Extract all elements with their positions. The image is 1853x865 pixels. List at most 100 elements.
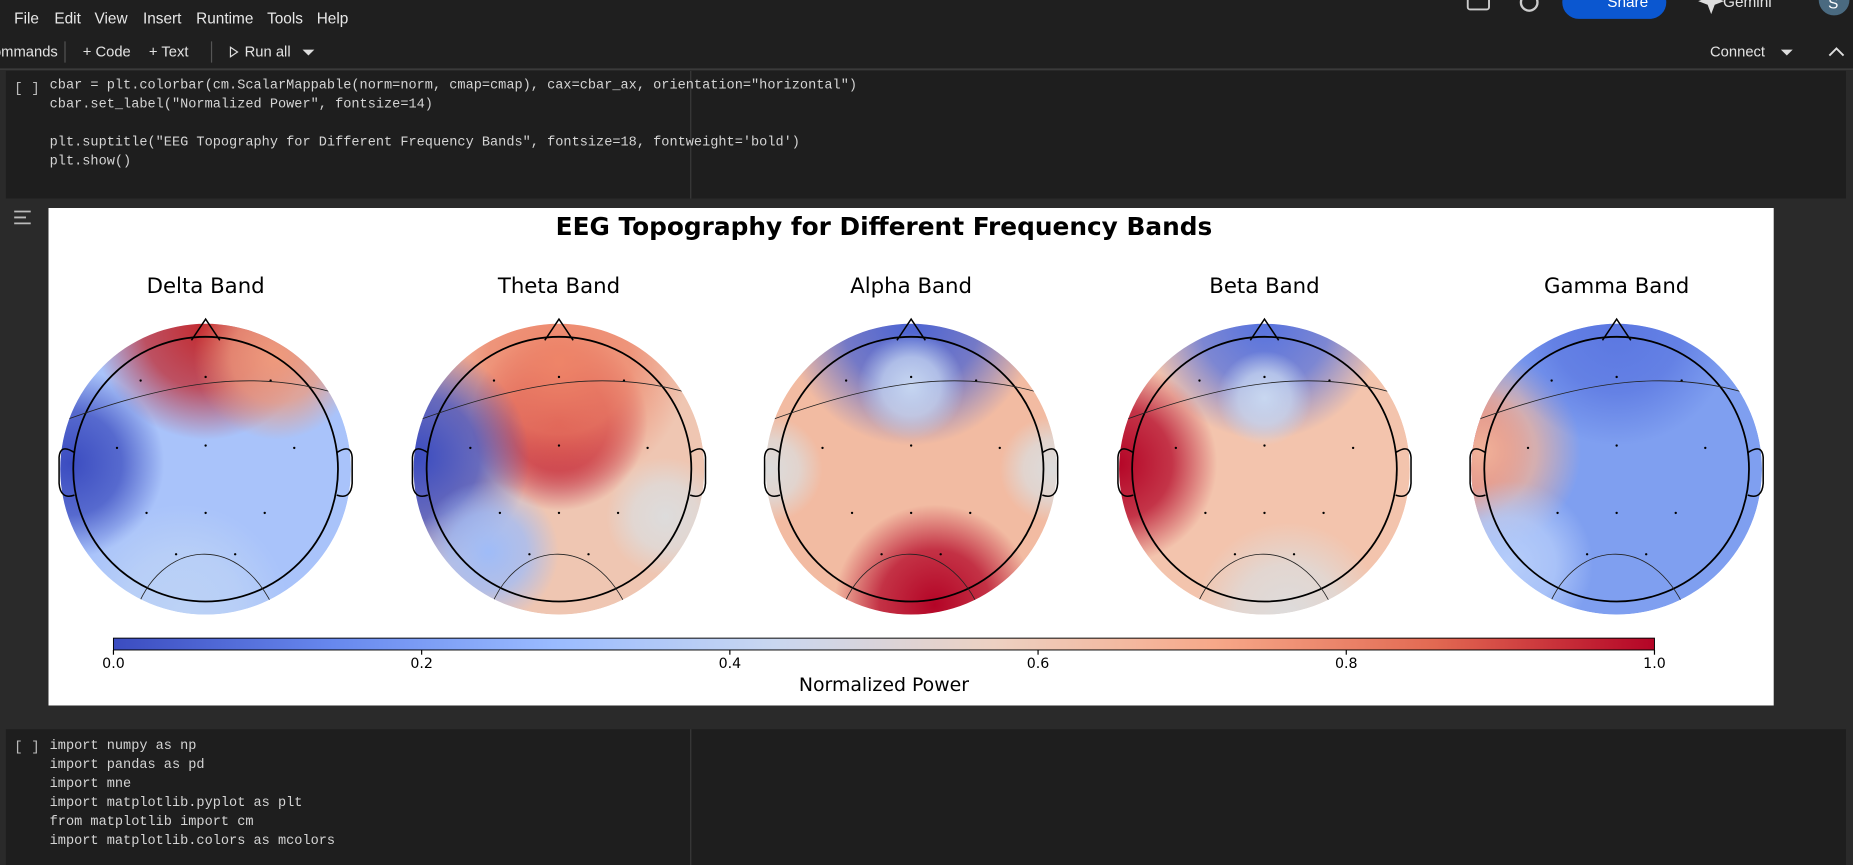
menu-item[interactable]: File	[14, 9, 39, 28]
gemini-button[interactable]: Gemini	[1723, 0, 1772, 11]
menu-item[interactable]: Tools	[267, 9, 303, 28]
commands-button[interactable]: Commands	[0, 43, 58, 61]
colorbar-tick-label: 0.6	[1027, 656, 1050, 672]
sensor	[233, 553, 237, 556]
sensor	[1263, 375, 1266, 379]
sensor	[1204, 511, 1207, 515]
sensor	[204, 375, 207, 379]
contour	[487, 553, 631, 615]
nose	[1601, 317, 1632, 341]
contour	[765, 380, 1057, 423]
sensor	[969, 511, 972, 515]
sensor	[1322, 511, 1325, 515]
head-outline	[777, 335, 1045, 603]
code-cell[interactable]: [ ] import numpy as np import pandas as …	[5, 729, 1846, 865]
sensor	[1556, 511, 1559, 515]
head-outline	[72, 335, 339, 603]
contour	[1471, 380, 1763, 423]
sensor	[1263, 511, 1266, 515]
sensor	[293, 446, 296, 450]
sensor	[469, 446, 472, 450]
sensor	[1526, 446, 1530, 450]
cell-prompt[interactable]: [ ]	[14, 80, 40, 97]
ear	[689, 448, 707, 497]
nose	[896, 317, 926, 341]
sensor	[844, 379, 848, 382]
share-button[interactable]: Share	[1607, 0, 1649, 11]
sensor	[528, 553, 531, 556]
sensor	[939, 553, 942, 556]
sensor	[1198, 379, 1201, 382]
nose	[1249, 317, 1280, 341]
topo-blob	[787, 323, 1036, 446]
contour	[1193, 553, 1336, 615]
avatar[interactable]: S	[1828, 0, 1839, 12]
sensor	[1351, 446, 1355, 450]
sensor	[587, 553, 590, 556]
menu-item[interactable]: Insert	[142, 9, 182, 28]
ear	[1469, 448, 1486, 497]
subplot-title: Alpha Band	[850, 274, 972, 299]
sensor	[204, 511, 207, 515]
sensor	[1645, 553, 1648, 556]
code[interactable]: cbar = plt.colorbar(cm.ScalarMappable(no…	[49, 77, 858, 169]
menu-item[interactable]: Help	[316, 9, 349, 28]
topo-blob	[75, 504, 289, 615]
output-icon[interactable]	[12, 207, 36, 228]
sensor	[850, 511, 854, 515]
contour	[1545, 553, 1688, 615]
contour	[60, 380, 351, 423]
connect-button[interactable]: Connect	[1710, 43, 1766, 61]
topomap	[765, 323, 1057, 615]
menu-item[interactable]: Edit	[54, 9, 81, 28]
cell-prompt[interactable]: [ ]	[14, 738, 40, 756]
sensor	[998, 446, 1001, 450]
sensor	[1615, 375, 1618, 379]
head-outline	[1131, 335, 1398, 603]
sensor	[909, 375, 913, 379]
menu-item[interactable]: Runtime	[196, 9, 254, 28]
subplot-title: Beta Band	[1209, 274, 1319, 299]
sensor	[204, 444, 207, 447]
topomap	[413, 323, 705, 615]
sensor	[557, 511, 561, 515]
sensor	[498, 511, 502, 515]
sensor	[115, 446, 119, 450]
sensor	[1233, 553, 1237, 556]
add-code-button[interactable]: + Code	[82, 43, 131, 61]
run-all-button[interactable]: Run all	[244, 43, 291, 61]
sensor	[145, 511, 148, 515]
subplot-title: Gamma Band	[1544, 274, 1689, 299]
sensor	[616, 511, 620, 515]
colorbar	[112, 637, 1655, 651]
menu-item[interactable]: View	[94, 9, 128, 28]
nose	[190, 317, 221, 341]
colorbar-tick-label: 1.0	[1643, 656, 1666, 672]
code-cell[interactable]: [ ] cbar = plt.colorbar(cm.ScalarMappabl…	[5, 70, 1846, 199]
topo-blob	[60, 368, 165, 558]
sensor	[909, 444, 913, 447]
sensor	[821, 446, 824, 450]
ear	[411, 448, 429, 497]
topo-blob	[765, 415, 823, 523]
ear	[763, 448, 781, 497]
sensor	[492, 379, 496, 382]
toolbar: Commands + Code + Text Run all Connect	[0, 35, 1853, 70]
contour	[839, 553, 983, 615]
code[interactable]: import numpy as np import pandas as pd i…	[49, 738, 336, 849]
menu-bar: Share Gemini S File Edit View Insert Runtime…	[0, 0, 1853, 36]
sensor	[174, 553, 178, 556]
colorbar-tick-label: 0.8	[1335, 656, 1358, 672]
nose	[544, 317, 574, 341]
add-text-button[interactable]: + Text	[148, 43, 189, 61]
ear	[1747, 448, 1764, 497]
sensor	[880, 553, 883, 556]
sensor	[1550, 379, 1553, 382]
head-outline	[425, 335, 693, 603]
contour	[134, 553, 277, 615]
ear	[336, 448, 353, 497]
topo-blob	[1193, 522, 1383, 615]
sensor	[557, 375, 561, 379]
ear	[1041, 448, 1059, 497]
